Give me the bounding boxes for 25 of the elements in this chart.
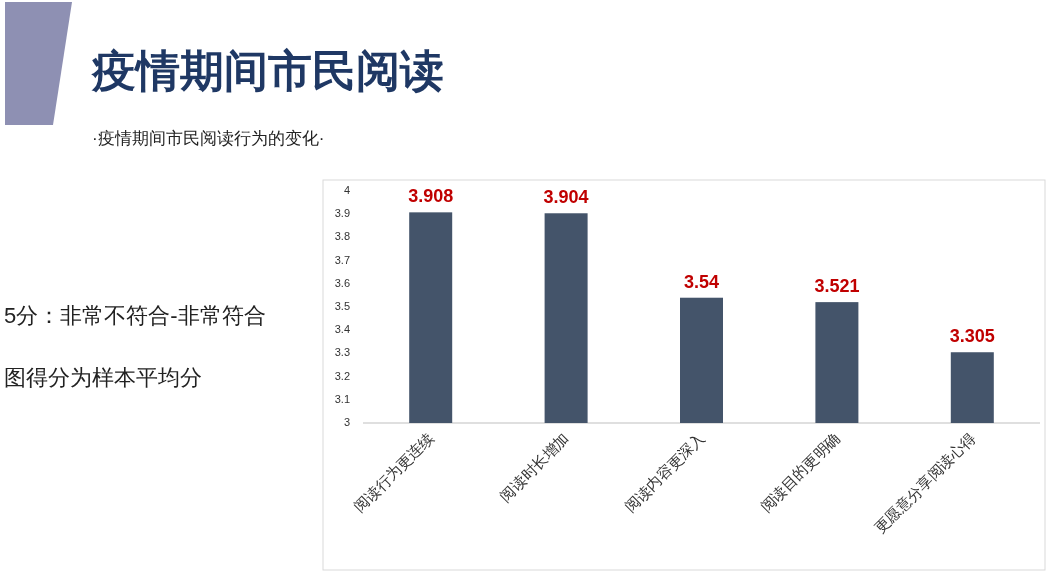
text: ·疫情期间市民阅读行为的变化· — [92, 129, 325, 148]
data-label: 3.305 — [949, 326, 995, 347]
y-tick-label: 3.4 — [334, 323, 350, 336]
x-tick-label: 更愿意分享阅读心得 — [870, 429, 980, 538]
data-label: 3.54 — [683, 271, 720, 292]
y-tick-label: 3.8 — [334, 230, 350, 243]
y-tick-label: 3.6 — [334, 276, 350, 289]
y-tick-label: 3.9 — [334, 207, 350, 220]
x-tick-label: 阅读行为更连续 — [350, 429, 438, 517]
y-tick-label: 3 — [343, 415, 350, 428]
y-tick-label: 3.3 — [334, 346, 350, 359]
data-label: 3.908 — [408, 186, 454, 207]
y-tick-label: 3.2 — [334, 369, 350, 382]
text: 5分：非常不符合-非常符合 — [4, 303, 266, 328]
x-tick-label: 阅读目的更明确 — [756, 429, 844, 517]
data-label: 3.904 — [543, 187, 589, 208]
y-tick-label: 3.1 — [334, 392, 350, 405]
text: 图得分为样本平均分 — [4, 365, 202, 390]
y-tick-label: 3.5 — [334, 299, 350, 312]
y-tick-label: 4 — [343, 183, 350, 196]
x-tick-label: 阅读内容更深入 — [621, 429, 709, 517]
y-tick-label: 3.7 — [334, 253, 350, 266]
x-tick-label: 阅读时长增加 — [496, 429, 573, 506]
data-label: 3.521 — [814, 276, 860, 297]
chart-title: 疫情期间市民阅读 — [91, 46, 444, 95]
